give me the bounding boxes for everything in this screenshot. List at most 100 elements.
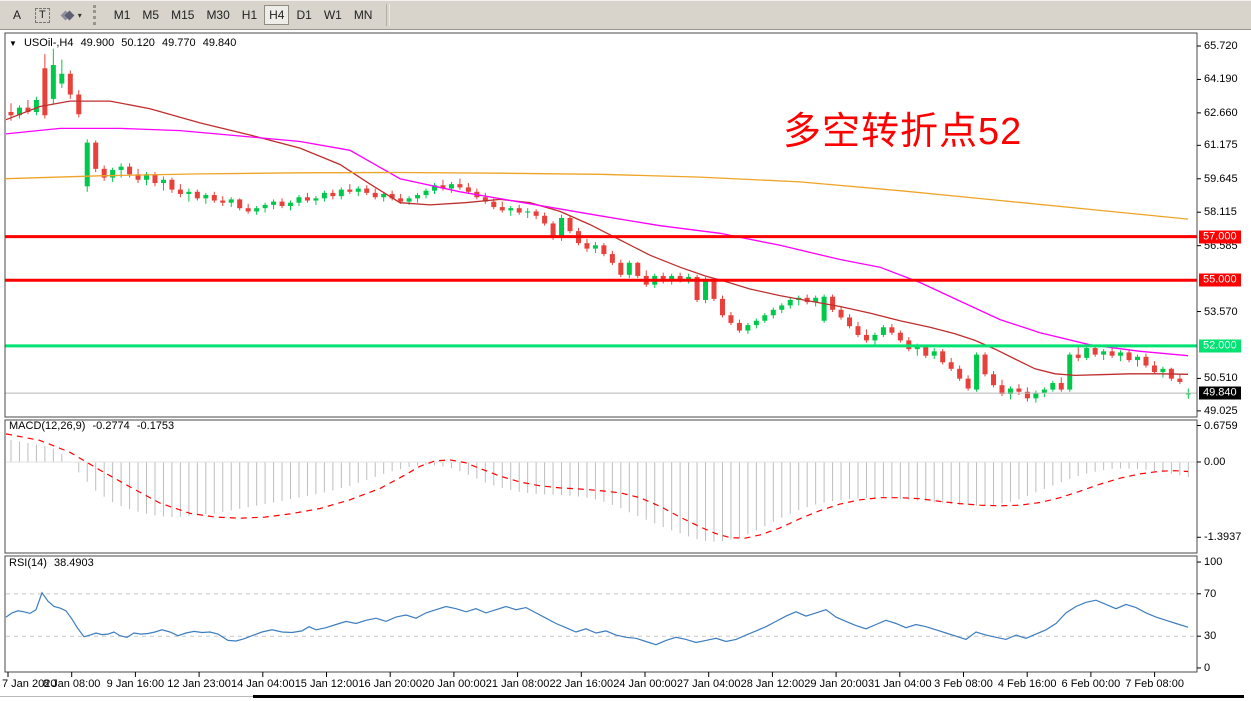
price-level-badge: 55.000 (1199, 273, 1241, 287)
candle-body (787, 299, 793, 306)
price-tick-label: 61.175 (1204, 139, 1238, 152)
candle-body (1050, 383, 1056, 390)
candle-body (33, 99, 39, 113)
rsi-line (5, 591, 1189, 646)
pane-frame (4, 419, 1198, 554)
candle-body (948, 362, 954, 369)
candle-body (211, 195, 217, 201)
candle-body (999, 385, 1005, 394)
candle-body (228, 199, 234, 203)
candle-body (703, 280, 709, 300)
candle-body (42, 68, 48, 116)
candle-body (1033, 392, 1039, 399)
low-value: 49.770 (162, 37, 196, 49)
candle-body (618, 262, 624, 275)
candle-body (389, 193, 395, 199)
candle-body (965, 378, 971, 389)
text-tool-button[interactable]: T (30, 5, 55, 25)
candle-body (169, 179, 175, 190)
candle-body (872, 334, 878, 341)
candle-body (398, 198, 404, 202)
candle-body (321, 192, 327, 199)
candle-body (406, 198, 412, 202)
candle-body (508, 208, 514, 211)
candle-body (914, 346, 920, 350)
text-tool-icon: T (35, 7, 50, 23)
candle-body (135, 174, 141, 180)
date-tick-label: 15 Jan 12:00 (294, 678, 359, 690)
candle-body (1143, 356, 1149, 366)
toolbar: A T ▾ M1 M5 M15 M30 H1 H4 D1 W1 MN (0, 0, 1251, 30)
timeframe-button-h4[interactable]: H4 (264, 5, 290, 25)
date-tick-label: 9 Jan 16:00 (106, 678, 165, 690)
toolbar-separator (386, 4, 391, 26)
candle-body (635, 262, 641, 276)
date-tick-label: 28 Jan 12:00 (740, 678, 805, 690)
candle-body (931, 351, 937, 356)
macd-tick-label: -1.3937 (1204, 531, 1242, 544)
timeframe-button-m15[interactable]: M15 (171, 8, 195, 22)
candle-body (609, 254, 615, 263)
price-tick-label: 62.660 (1204, 106, 1238, 119)
price-level-badge: 52.000 (1199, 339, 1241, 353)
candle-body (838, 309, 844, 318)
timeframe-button-m1[interactable]: M1 (113, 8, 131, 22)
date-tick-label: 27 Jan 04:00 (676, 678, 741, 690)
candle-body (76, 94, 82, 115)
candle-body (330, 192, 336, 197)
candle-body (67, 73, 73, 95)
candle-body (753, 320, 759, 326)
candle-body (660, 275, 666, 281)
candle-body (313, 198, 319, 201)
price-tick-label: 49.025 (1204, 404, 1238, 417)
candle-body (279, 201, 285, 206)
candle-body (601, 245, 607, 255)
toolbar-grip[interactable] (92, 5, 103, 25)
date-tick-label: 8 Jan 08:00 (42, 678, 101, 690)
candle-body (533, 211, 539, 216)
candle-body (957, 368, 963, 379)
candle-body (16, 107, 22, 116)
rsi-tick-label: 0 (1204, 661, 1211, 674)
candle-body (847, 317, 853, 327)
symbol-period-label: USOil-,H4 (23, 37, 74, 49)
scrollbar-thumb[interactable] (253, 695, 1244, 698)
candle-body (711, 280, 717, 299)
chart-title: ▼ USOil-,H4 49.900 50.120 49.770 49.840 (9, 37, 240, 49)
open-value: 49.900 (80, 37, 115, 49)
candle-body (160, 179, 166, 184)
rsi-label: RSI(14) 38.4903 (9, 557, 98, 569)
timeframe-button-mn[interactable]: MN (353, 8, 373, 22)
date-tick-label: 7 Jan 2020 (2, 678, 57, 690)
candle-body (1007, 388, 1013, 394)
candle-body (559, 218, 565, 238)
candle-body (152, 174, 158, 184)
timeframe-button-w1[interactable]: W1 (323, 8, 342, 22)
candle-body (177, 189, 183, 194)
timeframe-button-h1[interactable]: H1 (241, 8, 258, 22)
candle-body (271, 201, 277, 205)
shapes-tool-button[interactable]: ▾ (57, 5, 87, 25)
close-value: 49.840 (202, 37, 237, 49)
price-level-badge: 57.000 (1199, 230, 1241, 244)
date-tick-label: 12 Jan 23:00 (167, 678, 231, 690)
candle-body (677, 275, 683, 280)
candle-body (304, 197, 310, 201)
candle-body (381, 193, 387, 198)
timeframe-button-m30[interactable]: M30 (206, 8, 230, 22)
date-tick-label: 16 Jan 20:00 (358, 678, 422, 690)
macd-tick-label: 0.00 (1204, 456, 1226, 468)
macd-value: -0.2774 (92, 420, 130, 432)
candle-body (1067, 354, 1073, 390)
candle-body (59, 73, 65, 84)
timeframe-button-m5[interactable]: M5 (142, 8, 160, 22)
collapse-triangle-icon[interactable]: ▼ (9, 39, 17, 48)
candle-body (448, 184, 454, 189)
candle-body (686, 277, 692, 280)
timeframe-button-d1[interactable]: D1 (296, 8, 312, 22)
high-value: 50.120 (121, 37, 155, 49)
candle-body (821, 296, 827, 321)
cursor-tool-button[interactable]: A (12, 8, 21, 22)
candle-body (101, 168, 107, 178)
